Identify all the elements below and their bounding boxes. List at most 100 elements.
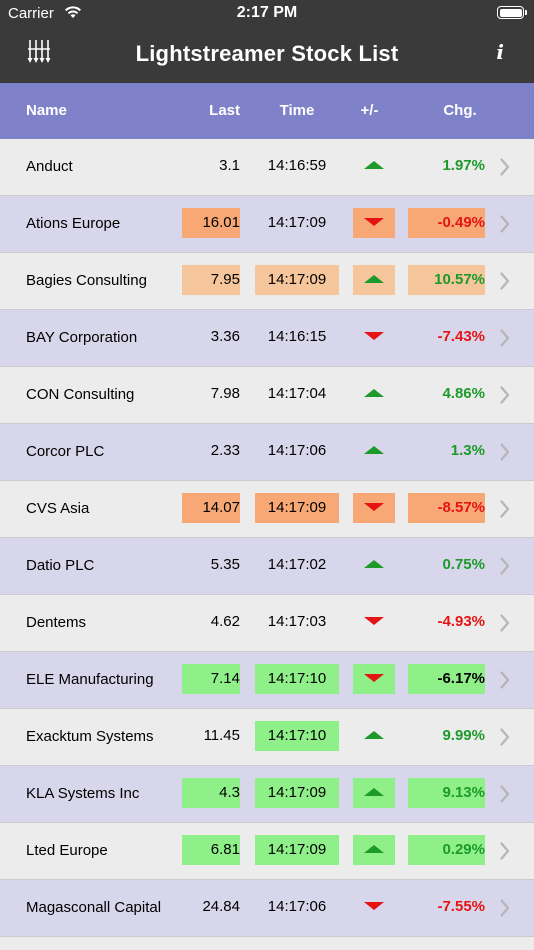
header-last: Last (209, 102, 240, 119)
stock-time: 14:17:09 (255, 493, 339, 523)
down-arrow-icon (353, 664, 395, 694)
down-arrow-icon (353, 208, 395, 238)
page-title: Lightstreamer Stock List (135, 41, 399, 66)
stock-time: 14:17:09 (267, 214, 327, 231)
stock-time: 14:17:03 (267, 613, 327, 630)
stock-name: Anduct (26, 158, 73, 175)
stock-last-price: 7.95 (182, 265, 240, 295)
chevron-right-icon (500, 671, 510, 693)
stock-change-percent: 1.97% (442, 157, 485, 174)
up-arrow-icon (353, 835, 395, 865)
stock-row[interactable]: Ations Europe 16.01 14:17:09 -0.49% (0, 196, 534, 253)
chevron-right-icon (500, 272, 510, 294)
stock-row[interactable]: Bagies Consulting 7.95 14:17:09 10.57% (0, 253, 534, 310)
stock-row[interactable]: Dentems 4.62 14:17:03 -4.93% (0, 595, 534, 652)
stock-name: Corcor PLC (26, 443, 105, 460)
stock-last-price: 2.33 (210, 442, 240, 459)
up-arrow-icon (353, 265, 395, 295)
stock-time: 14:16:15 (267, 328, 327, 345)
stock-last-price: 7.98 (210, 385, 240, 402)
down-arrow-icon (353, 322, 395, 352)
stock-change-percent: -4.93% (437, 613, 485, 630)
wifi-icon (64, 5, 82, 23)
up-arrow-icon (353, 778, 395, 808)
chevron-right-icon (500, 785, 510, 807)
stock-change-percent: 9.13% (408, 778, 485, 808)
stock-last-price: 3.1 (219, 157, 240, 174)
chevron-right-icon (500, 158, 510, 180)
header-change-direction: +/- (360, 102, 379, 119)
down-arrow-icon (353, 607, 395, 637)
stock-time: 14:16:59 (267, 157, 327, 174)
header-time: Time (279, 102, 315, 119)
chevron-right-icon (500, 386, 510, 408)
battery-icon (497, 6, 527, 19)
stock-name: Ations Europe (26, 215, 121, 232)
chevron-right-icon (500, 500, 510, 522)
stock-time: 14:17:10 (255, 664, 339, 694)
chevron-right-icon (500, 215, 510, 237)
stock-last-price: 7.14 (182, 664, 240, 694)
stock-name: Magasconall Capital (26, 899, 162, 916)
stock-name: BAY Corporation (26, 329, 138, 346)
stock-row[interactable]: Exacktum Systems 11.45 14:17:10 9.99% (0, 709, 534, 766)
stock-row[interactable]: Datio PLC 5.35 14:17:02 0.75% (0, 538, 534, 595)
stock-change-percent: 10.57% (408, 265, 485, 295)
chevron-right-icon (500, 443, 510, 465)
stock-time: 14:17:06 (267, 442, 327, 459)
stock-name: Bagies Consulting (26, 272, 147, 289)
stock-row[interactable]: CVS Asia 14.07 14:17:09 -8.57% (0, 481, 534, 538)
up-arrow-icon (353, 379, 395, 409)
stock-row[interactable]: KLA Systems Inc 4.3 14:17:09 9.13% (0, 766, 534, 823)
lightstreamer-logo-icon[interactable] (27, 39, 51, 70)
down-arrow-icon (353, 892, 395, 922)
stock-last-price: 4.62 (210, 613, 240, 630)
stock-row[interactable]: Anduct 3.1 14:16:59 1.97% (0, 139, 534, 196)
chevron-right-icon (500, 329, 510, 351)
carrier-label: Carrier (8, 5, 54, 22)
stock-last-price: 6.81 (182, 835, 240, 865)
stock-row[interactable]: Corcor PLC 2.33 14:17:06 1.3% (0, 424, 534, 481)
stock-name: ELE Manufacturing (26, 671, 154, 688)
stock-row[interactable]: ELE Manufacturing 7.14 14:17:10 -6.17% (0, 652, 534, 709)
stock-last-price: 11.45 (203, 727, 240, 744)
stock-row[interactable]: BAY Corporation 3.36 14:16:15 -7.43% (0, 310, 534, 367)
stock-change-percent: 1.3% (450, 442, 485, 459)
stock-change-percent: -8.57% (408, 493, 485, 523)
stock-change-percent: 9.99% (442, 727, 485, 744)
stock-last-price: 5.35 (210, 556, 240, 573)
stock-row[interactable]: Magasconall Capital 24.84 14:17:06 -7.55% (0, 880, 534, 937)
up-arrow-icon (353, 550, 395, 580)
nav-bar: Lightstreamer Stock List i (0, 27, 534, 83)
stock-change-percent: -7.43% (437, 328, 485, 345)
stock-row[interactable]: Lted Europe 6.81 14:17:09 0.29% (0, 823, 534, 880)
chevron-right-icon (500, 557, 510, 579)
stock-name: Dentems (26, 614, 87, 631)
stock-row[interactable]: CON Consulting 7.98 14:17:04 4.86% (0, 367, 534, 424)
up-arrow-icon (353, 721, 395, 751)
stock-time: 14:17:09 (255, 778, 339, 808)
stock-list: Anduct 3.1 14:16:59 1.97% Ations Europe 16.01… (0, 139, 534, 937)
stock-change-percent: 4.86% (442, 385, 485, 402)
stock-name: Exacktum Systems (26, 728, 154, 745)
stock-time: 14:17:02 (267, 556, 327, 573)
stock-name: Datio PLC (26, 557, 95, 574)
status-time: 2:17 PM (236, 4, 298, 21)
stock-last-price: 16.01 (182, 208, 240, 238)
stock-time: 14:17:10 (255, 721, 339, 751)
stock-last-price: 3.36 (210, 328, 240, 345)
stock-change-percent: -6.17% (408, 664, 485, 694)
stock-change-percent: 0.75% (442, 556, 485, 573)
stock-change-percent: -7.55% (437, 898, 485, 915)
stock-name: KLA Systems Inc (26, 785, 140, 802)
stock-last-price: 14.07 (182, 493, 240, 523)
stock-time: 14:17:09 (255, 835, 339, 865)
chevron-right-icon (500, 614, 510, 636)
header-change: Chg. (443, 102, 477, 119)
stock-name: CON Consulting (26, 386, 135, 403)
header-name: Name (26, 102, 67, 119)
up-arrow-icon (353, 151, 395, 181)
info-icon[interactable]: i (496, 40, 504, 64)
stock-last-price: 4.3 (182, 778, 240, 808)
column-header-row: Name Last Time +/- Chg. (0, 83, 534, 139)
